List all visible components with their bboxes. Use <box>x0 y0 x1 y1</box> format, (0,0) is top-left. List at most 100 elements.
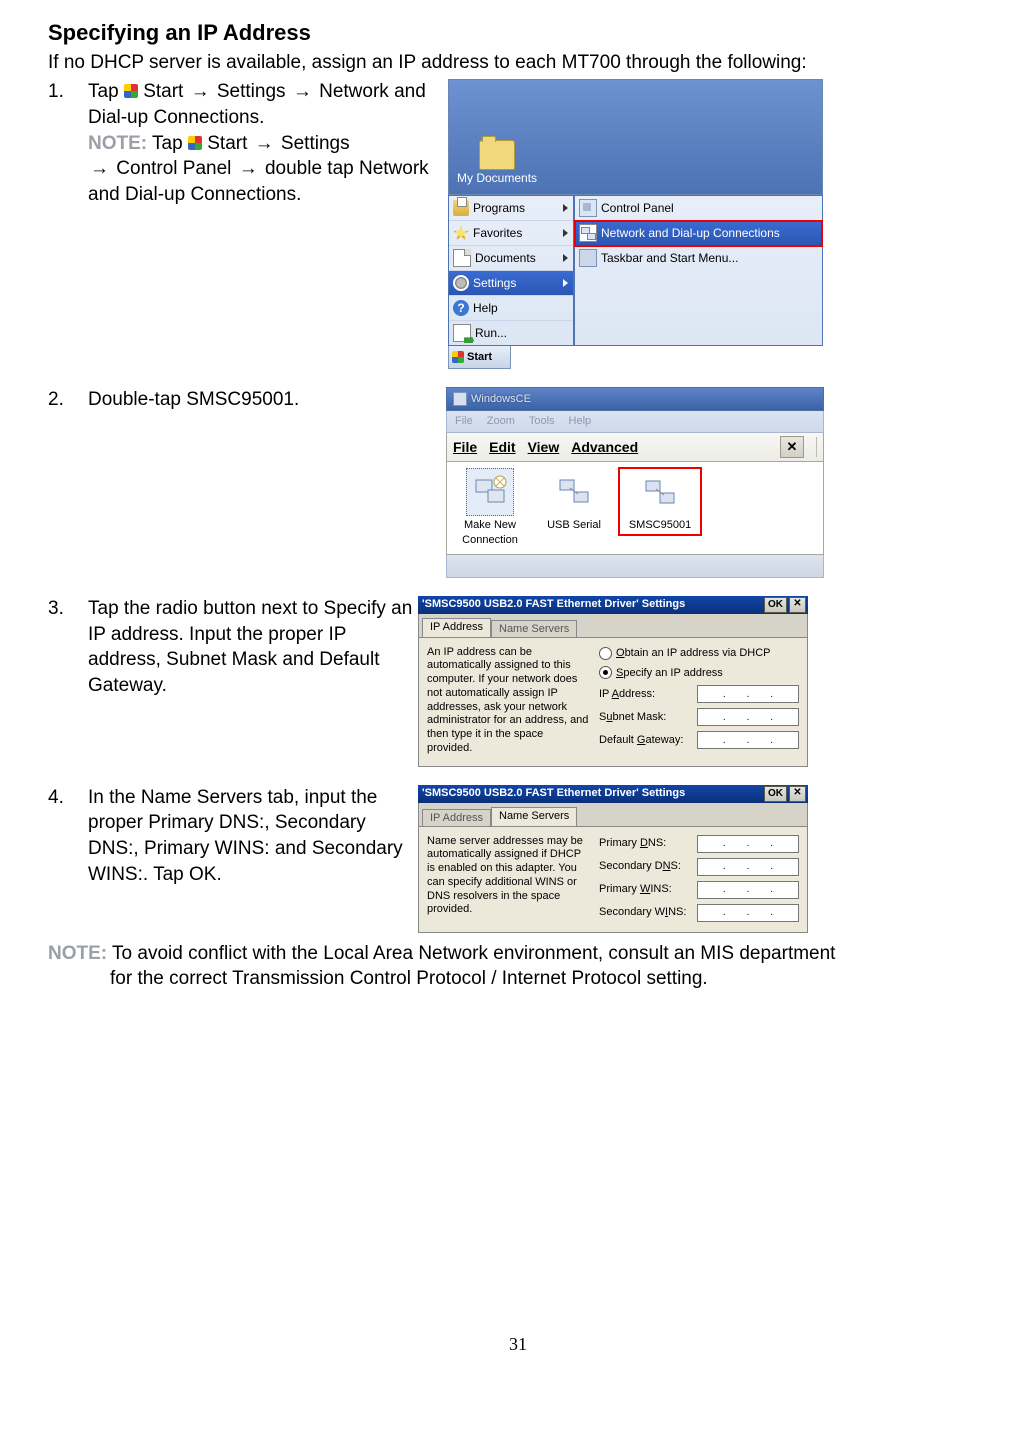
smsc95001[interactable]: SMSC95001 <box>619 468 701 535</box>
tab-ip-address[interactable]: IP Address <box>422 809 491 826</box>
dialog-title: 'SMSC9500 USB2.0 FAST Ethernet Driver' S… <box>422 597 764 612</box>
radio-dhcp-label: btain an IP address via DHCP <box>625 647 771 659</box>
step-1-note-start: Start <box>202 133 253 154</box>
field-secondary-dns: Secondary DNS:... <box>599 858 799 876</box>
primary-wins-input[interactable]: ... <box>697 881 799 899</box>
screenshot-ip-address-dialog: 'SMSC9500 USB2.0 FAST Ethernet Driver' S… <box>418 596 808 767</box>
menu-help-label: Help <box>473 300 498 316</box>
my-documents-icon[interactable]: My Documents <box>457 140 537 186</box>
dialog-tabs: IP Address Name Servers <box>418 803 808 827</box>
menu-settings[interactable]: Settings <box>449 271 573 296</box>
l: W <box>640 883 650 895</box>
menu-file-inner[interactable]: File <box>453 438 477 457</box>
arrow-icon: → <box>293 81 312 102</box>
ok-button[interactable]: OK <box>764 597 787 613</box>
radio-dhcp-u: O <box>616 647 625 659</box>
start-button[interactable]: Start <box>448 345 511 369</box>
tab-ip-address[interactable]: IP Address <box>422 618 491 637</box>
arrow-icon: → <box>191 81 210 102</box>
window-title: WindowsCE <box>471 392 531 407</box>
status-bar <box>446 555 824 578</box>
ip-address-input[interactable]: ... <box>697 685 799 703</box>
connections-body: Make New Connection USB Serial SMSC95001 <box>446 462 824 555</box>
radio-specify[interactable]: Specify an IP address <box>599 666 799 681</box>
field-primary-dns: Primary DNS:... <box>599 835 799 853</box>
make-new-connection[interactable]: Make New Connection <box>451 468 529 548</box>
menu-programs[interactable]: Programs <box>449 196 573 221</box>
l: INS: <box>650 883 671 895</box>
inner-menu-bar: File Edit View Advanced ✕ <box>446 433 824 462</box>
step-1-tap: Tap <box>88 81 124 102</box>
menu-help[interactable]: ?Help <box>449 296 573 321</box>
l: N <box>663 860 671 872</box>
field-default-gateway: Default Gateway:... <box>599 731 799 749</box>
usb-serial[interactable]: USB Serial <box>535 468 613 533</box>
radio-icon <box>599 666 612 679</box>
field-primary-wins: Primary WINS:... <box>599 881 799 899</box>
tab-name-servers[interactable]: Name Servers <box>491 807 577 826</box>
menu-zoom[interactable]: Zoom <box>487 414 515 429</box>
submenu-network-dialup[interactable]: Network and Dial-up Connections <box>575 221 822 246</box>
make-new-label-1: Make New <box>451 518 529 533</box>
menu-edit-inner[interactable]: Edit <box>489 438 515 457</box>
subnet-mask-input[interactable]: ... <box>697 708 799 726</box>
ok-button[interactable]: OK <box>764 786 787 802</box>
menu-tools[interactable]: Tools <box>529 414 555 429</box>
folder-icon <box>479 140 515 170</box>
step-1-note-label: NOTE: <box>88 133 147 154</box>
chevron-right-icon <box>563 204 568 212</box>
field-ip-address: IP Address:... <box>599 685 799 703</box>
radio-specify-label: pecify an IP address <box>623 667 722 679</box>
help-icon: ? <box>453 300 469 316</box>
l: NS: <box>648 837 666 849</box>
step-1-num: 1. <box>48 79 64 105</box>
menu-documents[interactable]: Documents <box>449 246 573 271</box>
menu-documents-label: Documents <box>475 250 536 266</box>
dialog-body: Name server addresses may be automatical… <box>418 827 808 933</box>
bottom-note-label: NOTE: <box>48 943 107 964</box>
document-icon <box>453 249 471 267</box>
chevron-right-icon <box>563 279 568 287</box>
step-3-text: Tap the radio button next to Specify an … <box>88 598 412 696</box>
l: ateway: <box>645 734 683 746</box>
windows-icon <box>452 351 464 363</box>
start-button-label: Start <box>467 350 492 365</box>
close-button[interactable]: ✕ <box>789 597 806 613</box>
secondary-wins-input[interactable]: ... <box>697 904 799 922</box>
bottom-note-line2: for the correct Transmission Control Pro… <box>48 966 988 992</box>
radio-icon <box>599 647 612 660</box>
secondary-dns-input[interactable]: ... <box>697 858 799 876</box>
step-4-text: In the Name Servers tab, input the prope… <box>88 787 403 885</box>
dialog-help-text: Name server addresses may be automatical… <box>427 835 589 922</box>
gateway-input[interactable]: ... <box>697 731 799 749</box>
network-icon <box>579 224 597 242</box>
field-subnet-mask: Subnet Mask:... <box>599 708 799 726</box>
submenu-cp-label: Control Panel <box>601 200 674 216</box>
desktop-area: My Documents <box>448 79 823 195</box>
smsc-label: SMSC95001 <box>621 518 699 533</box>
programs-icon <box>453 200 469 216</box>
menu-file[interactable]: File <box>455 414 473 429</box>
radio-dhcp[interactable]: Obtain an IP address via DHCP <box>599 646 799 661</box>
submenu-control-panel[interactable]: Control Panel <box>575 196 822 221</box>
dialog-title-bar: 'SMSC9500 USB2.0 FAST Ethernet Driver' S… <box>418 785 808 803</box>
screenshot-connections: WindowsCE File Zoom Tools Help File Edit… <box>446 387 824 578</box>
my-documents-label: My Documents <box>457 170 537 186</box>
menu-run[interactable]: Run... <box>449 321 573 345</box>
dialog-title: 'SMSC9500 USB2.0 FAST Ethernet Driver' S… <box>422 786 764 801</box>
bottom-note-line1: To avoid conflict with the Local Area Ne… <box>107 943 835 964</box>
page-intro: If no DHCP server is available, assign a… <box>48 50 988 76</box>
submenu-net-label: Network and Dial-up Connections <box>601 225 780 241</box>
close-button[interactable]: ✕ <box>789 786 806 802</box>
menu-help[interactable]: Help <box>569 414 592 429</box>
close-button[interactable]: ✕ <box>780 436 804 458</box>
tab-name-servers[interactable]: Name Servers <box>491 620 577 637</box>
menu-advanced-inner[interactable]: Advanced <box>571 438 638 457</box>
field-secondary-wins: Secondary WINS:... <box>599 904 799 922</box>
screenshot-name-servers-dialog: 'SMSC9500 USB2.0 FAST Ethernet Driver' S… <box>418 785 808 933</box>
submenu-taskbar[interactable]: Taskbar and Start Menu... <box>575 246 822 270</box>
bottom-note: NOTE: To avoid conflict with the Local A… <box>48 941 988 992</box>
primary-dns-input[interactable]: ... <box>697 835 799 853</box>
menu-view-inner[interactable]: View <box>528 438 560 457</box>
menu-favorites[interactable]: Favorites <box>449 221 573 246</box>
